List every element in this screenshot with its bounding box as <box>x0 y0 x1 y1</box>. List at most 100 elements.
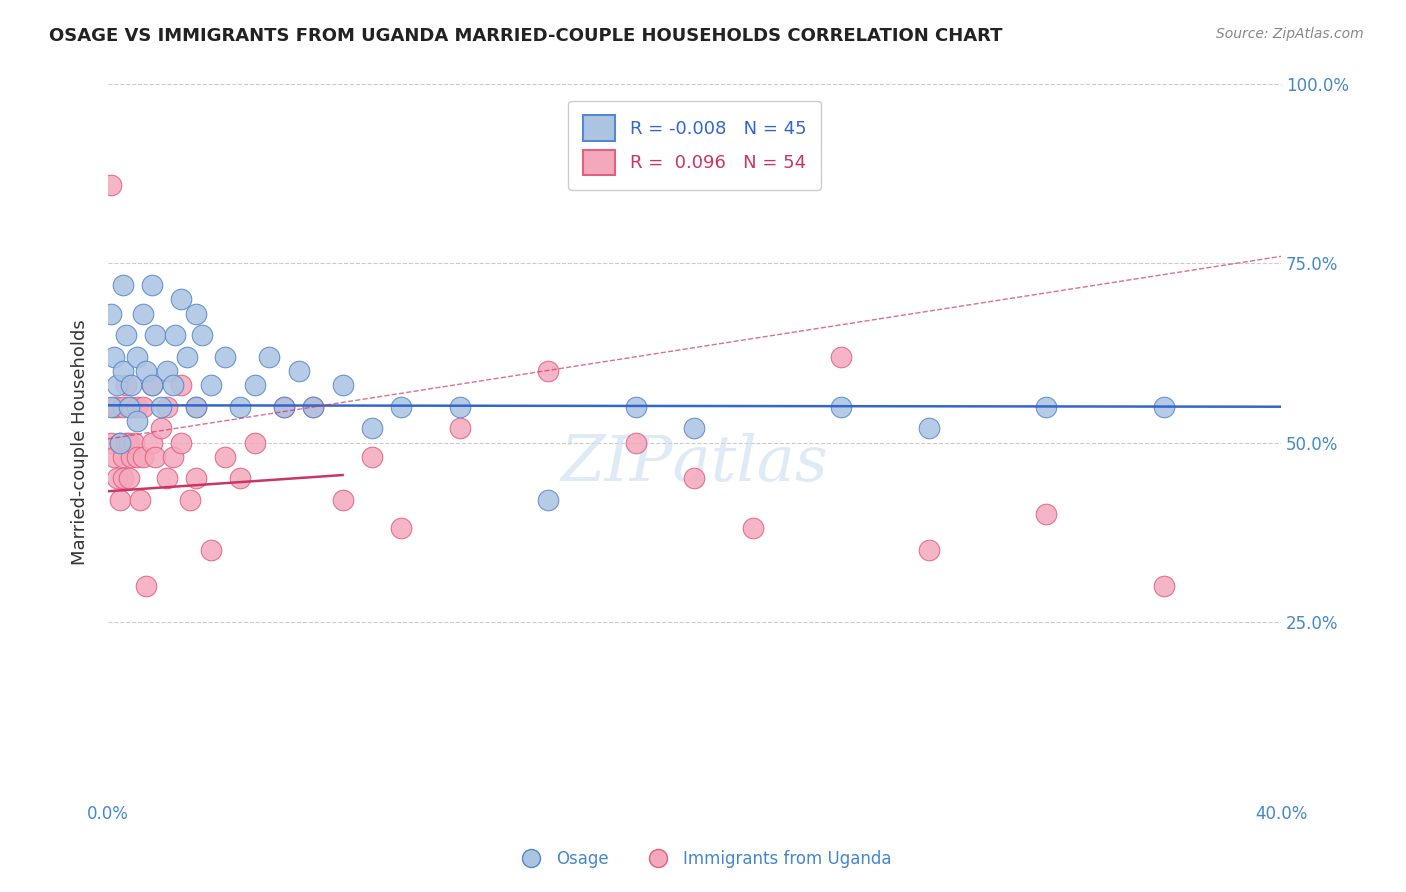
Point <box>111 277 134 292</box>
Point <box>114 378 136 392</box>
Point <box>132 450 155 464</box>
Point <box>127 400 149 414</box>
Point <box>449 400 471 414</box>
Point <box>683 421 706 435</box>
Point <box>332 378 354 392</box>
Point <box>259 350 281 364</box>
Point <box>141 277 163 292</box>
Point <box>184 307 207 321</box>
Point <box>361 421 384 435</box>
Legend: Osage, Immigrants from Uganda: Osage, Immigrants from Uganda <box>508 844 898 875</box>
Point <box>361 450 384 464</box>
Point <box>114 435 136 450</box>
Point <box>111 364 134 378</box>
Point <box>449 421 471 435</box>
Point <box>537 364 560 378</box>
Point <box>830 350 852 364</box>
Point <box>184 400 207 414</box>
Point <box>1153 579 1175 593</box>
Point <box>191 328 214 343</box>
Point <box>143 328 166 343</box>
Point <box>176 350 198 364</box>
Point <box>243 435 266 450</box>
Point <box>114 328 136 343</box>
Point <box>200 543 222 558</box>
Point <box>100 307 122 321</box>
Point <box>683 471 706 485</box>
Point <box>111 471 134 485</box>
Point <box>149 421 172 435</box>
Point <box>141 378 163 392</box>
Point <box>273 400 295 414</box>
Point <box>124 435 146 450</box>
Point <box>135 364 157 378</box>
Point <box>100 400 122 414</box>
Point <box>273 400 295 414</box>
Point <box>120 400 142 414</box>
Point <box>120 450 142 464</box>
Point <box>108 435 131 450</box>
Point <box>389 400 412 414</box>
Point <box>105 471 128 485</box>
Point <box>1153 400 1175 414</box>
Point <box>624 400 647 414</box>
Point <box>742 521 765 535</box>
Point <box>117 471 139 485</box>
Point <box>156 364 179 378</box>
Point <box>162 378 184 392</box>
Point <box>243 378 266 392</box>
Point <box>105 400 128 414</box>
Point <box>302 400 325 414</box>
Point <box>184 400 207 414</box>
Point <box>129 492 152 507</box>
Point <box>149 400 172 414</box>
Point <box>100 178 122 192</box>
Point <box>165 328 187 343</box>
Point <box>624 435 647 450</box>
Point <box>918 421 941 435</box>
Legend: R = -0.008   N = 45, R =  0.096   N = 54: R = -0.008 N = 45, R = 0.096 N = 54 <box>568 101 821 190</box>
Point <box>170 378 193 392</box>
Point <box>156 471 179 485</box>
Point <box>108 435 131 450</box>
Point <box>105 378 128 392</box>
Point <box>141 435 163 450</box>
Text: ZIP​atlas: ZIP​atlas <box>561 434 828 495</box>
Point <box>111 400 134 414</box>
Point <box>537 492 560 507</box>
Point <box>103 350 125 364</box>
Point <box>117 400 139 414</box>
Point <box>332 492 354 507</box>
Point <box>162 450 184 464</box>
Point <box>1035 400 1057 414</box>
Point <box>108 492 131 507</box>
Point <box>135 579 157 593</box>
Point <box>389 521 412 535</box>
Point <box>156 400 179 414</box>
Point <box>141 378 163 392</box>
Point <box>100 435 122 450</box>
Point <box>132 307 155 321</box>
Point <box>179 492 201 507</box>
Point <box>127 450 149 464</box>
Point <box>229 471 252 485</box>
Point <box>132 400 155 414</box>
Point <box>170 435 193 450</box>
Point <box>103 400 125 414</box>
Point <box>302 400 325 414</box>
Point <box>120 378 142 392</box>
Point <box>214 450 236 464</box>
Y-axis label: Married-couple Households: Married-couple Households <box>72 319 89 566</box>
Point <box>143 450 166 464</box>
Point <box>127 350 149 364</box>
Point <box>103 450 125 464</box>
Point <box>287 364 309 378</box>
Point <box>830 400 852 414</box>
Text: Source: ZipAtlas.com: Source: ZipAtlas.com <box>1216 27 1364 41</box>
Point <box>214 350 236 364</box>
Point <box>127 414 149 428</box>
Point <box>200 378 222 392</box>
Point <box>117 435 139 450</box>
Point <box>1035 507 1057 521</box>
Point <box>184 471 207 485</box>
